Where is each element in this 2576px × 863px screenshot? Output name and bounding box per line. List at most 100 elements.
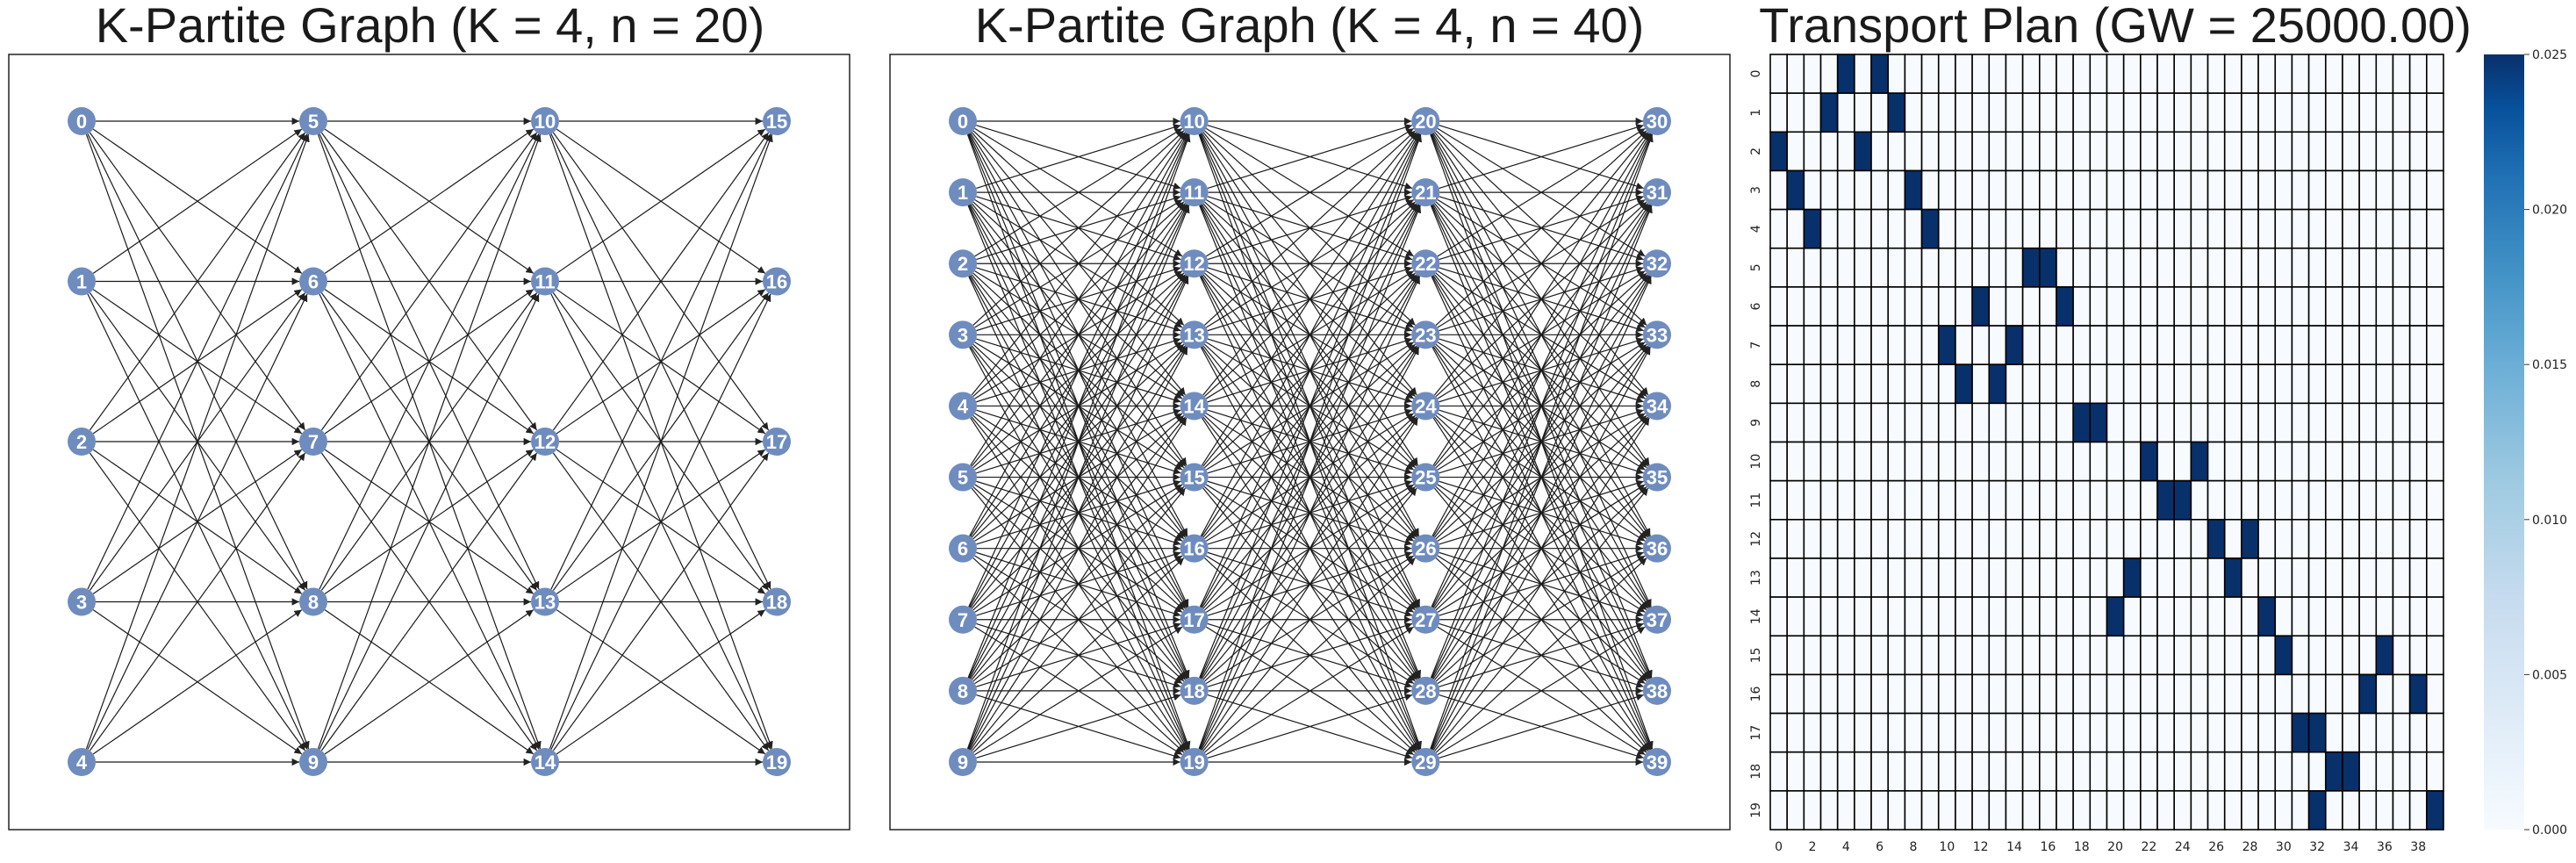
heatmap-cell — [2122, 131, 2142, 172]
heatmap-cells — [1769, 54, 2444, 831]
heatmap-cell — [2408, 169, 2428, 211]
heatmap-xtick-8: 8 — [1910, 840, 1918, 854]
heatmap-ytick-10: 10 — [1749, 454, 1763, 470]
heatmap-cell — [2106, 479, 2125, 521]
heatmap-cell — [1904, 402, 1923, 443]
heatmap-cell — [1887, 557, 1906, 598]
heatmap-cell — [2039, 441, 2057, 482]
heatmap-cell — [2426, 441, 2444, 482]
graph-2-edge — [1198, 133, 1422, 750]
heatmap-cell — [2021, 131, 2041, 172]
graph-1-edge — [324, 609, 535, 755]
heatmap-cell — [2342, 518, 2360, 559]
heatmap-cell — [2342, 286, 2360, 327]
heatmap-cell — [2072, 635, 2092, 676]
heatmap-cell — [2190, 92, 2209, 133]
heatmap-cell — [2241, 402, 2259, 443]
heatmap-cell — [2291, 208, 2310, 249]
heatmap-cell — [2190, 790, 2209, 831]
heatmap-ytick-11: 11 — [1749, 493, 1763, 508]
heatmap-cell — [2021, 92, 2041, 133]
heatmap-cell — [2241, 635, 2259, 676]
graph-2-node-31 — [1643, 178, 1671, 207]
graph-2-node-18 — [1180, 676, 1209, 705]
heatmap-cell — [2072, 208, 2092, 249]
graph-1-node-label-4: 4 — [76, 752, 88, 773]
graph-2-title: K-Partite Graph (K = 4, n = 40) — [974, 0, 1645, 53]
heatmap-cell — [1819, 479, 1839, 521]
heatmap-cell — [2021, 673, 2041, 715]
heatmap-cell — [2072, 790, 2092, 831]
heatmap-cell — [2206, 208, 2226, 249]
heatmap-cell — [2257, 169, 2277, 211]
graph-2-node-35 — [1643, 463, 1671, 492]
heatmap-cell — [1836, 286, 1855, 327]
heatmap-cell — [1920, 712, 1940, 753]
heatmap-cell — [1937, 247, 1956, 288]
heatmap-cell — [2089, 441, 2108, 482]
graph-1-edge — [320, 132, 538, 431]
heatmap-cell — [2156, 790, 2175, 831]
heatmap-cell — [2089, 479, 2108, 521]
heatmap-cell — [2375, 441, 2394, 482]
heatmap-cell — [1937, 712, 1956, 753]
heatmap-ytick-0: 0 — [1749, 70, 1763, 78]
heatmap-cell-active — [1920, 208, 1940, 249]
heatmap-cell — [2089, 790, 2108, 831]
heatmap-cell — [2140, 479, 2158, 521]
heatmap-cell — [1955, 635, 1973, 676]
heatmap-cell — [2005, 479, 2024, 521]
heatmap-cell — [1819, 131, 1839, 172]
heatmap-cell — [2426, 518, 2444, 559]
heatmap-cell — [1971, 54, 1991, 94]
heatmap-cell — [1854, 247, 1872, 288]
heatmap-ytick-8: 8 — [1749, 380, 1763, 388]
graph-2-node-21 — [1411, 178, 1440, 207]
heatmap-cell-active — [2375, 635, 2394, 676]
heatmap-cell — [2190, 479, 2209, 521]
heatmap-cell — [2005, 557, 2024, 598]
graph-2-node-20 — [1411, 107, 1440, 135]
heatmap-cell — [1971, 402, 1991, 443]
heatmap-cell — [1955, 790, 1973, 831]
heatmap-cell — [1920, 790, 1940, 831]
graph-2-node-8 — [949, 676, 977, 705]
heatmap-cell-active — [2206, 518, 2226, 559]
heatmap-cell — [2392, 92, 2411, 133]
heatmap-cell — [2021, 635, 2041, 676]
heatmap-cell — [1803, 402, 1822, 443]
heatmap-cell — [1971, 363, 1991, 405]
heatmap-cell — [2106, 325, 2125, 365]
heatmap-cell — [1955, 518, 1973, 559]
graph-2-node-label-8: 8 — [958, 680, 968, 702]
heatmap-cell — [2342, 557, 2360, 598]
graph-1-node-3 — [68, 587, 96, 616]
heatmap-cell — [1836, 169, 1855, 211]
heatmap-cell — [2122, 286, 2142, 327]
heatmap-cell — [2324, 363, 2343, 405]
heatmap-cell — [2426, 208, 2444, 249]
heatmap-cell — [1870, 635, 1890, 676]
graph-2-node-label-9: 9 — [958, 752, 968, 773]
graph-1-edges — [85, 117, 773, 766]
heatmap-cell — [1870, 363, 1890, 405]
heatmap-cell — [1786, 363, 1805, 405]
heatmap-cell — [2257, 441, 2277, 482]
heatmap-cell — [2324, 402, 2343, 443]
graph-1-node-label-16: 16 — [766, 271, 787, 293]
heatmap-cell — [2173, 518, 2192, 559]
heatmap-cell — [2072, 596, 2092, 637]
heatmap-cell — [1887, 479, 1906, 521]
heatmap-cell — [2223, 635, 2242, 676]
heatmap-cell — [2408, 402, 2428, 443]
heatmap-cell — [2375, 518, 2394, 559]
heatmap-cell — [1786, 712, 1805, 753]
graph-2-edge — [1430, 205, 1653, 750]
heatmap-xtick-2: 2 — [1808, 840, 1816, 854]
heatmap-cell — [2426, 131, 2444, 172]
heatmap-cell — [2173, 673, 2192, 715]
heatmap-cell — [1937, 673, 1956, 715]
heatmap-cell — [2206, 751, 2226, 792]
heatmap-cell — [1937, 635, 1956, 676]
heatmap-cell — [2021, 751, 2041, 792]
